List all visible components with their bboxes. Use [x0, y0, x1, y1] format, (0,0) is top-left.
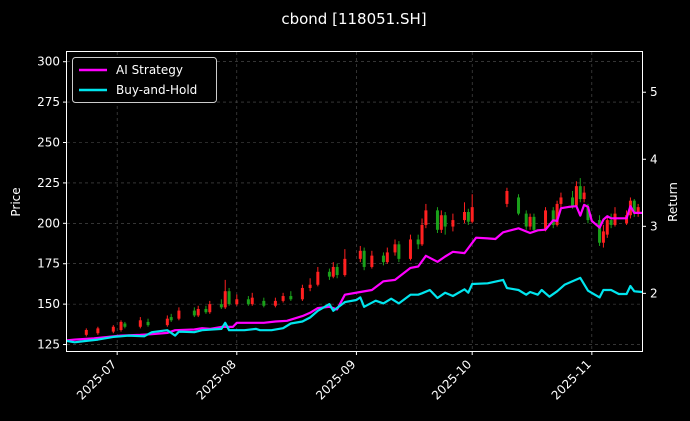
candle-body: [408, 239, 412, 259]
tick-label-left: 275: [37, 95, 60, 109]
y-axis-label-right: Return: [666, 182, 680, 222]
candle-body: [397, 244, 401, 259]
candle-body: [84, 329, 88, 335]
candle-body: [505, 190, 509, 204]
candle-body: [551, 210, 555, 225]
candle-body: [393, 244, 397, 253]
candle-body: [544, 210, 548, 230]
right-axis-ticks: 2 3 4 5: [642, 85, 658, 300]
candle-body: [571, 197, 575, 206]
candle-body: [273, 300, 277, 306]
candle-body: [204, 308, 208, 313]
y-axis-label-left: Price: [9, 187, 23, 216]
candle-body: [435, 210, 439, 230]
candle-body: [165, 318, 169, 326]
candle-body: [609, 220, 613, 225]
candle-body: [235, 299, 239, 305]
candle-body: [598, 220, 602, 243]
candle-body: [343, 258, 347, 276]
candle-body: [636, 207, 640, 214]
candle-body: [146, 321, 150, 326]
candle-body: [358, 250, 362, 259]
candle-body: [601, 231, 605, 243]
candle-body: [582, 192, 586, 200]
candle-body: [578, 186, 582, 200]
candle-body: [138, 320, 142, 327]
candle-body: [381, 255, 385, 263]
tick-label-left: 175: [37, 257, 60, 271]
candle-body: [605, 220, 609, 235]
series-line-buy-and-hold: [66, 276, 643, 344]
tick-label-left: 250: [37, 136, 60, 150]
candle-body: [223, 291, 227, 308]
tick-label-left: 125: [37, 338, 60, 352]
candle-body: [470, 207, 474, 222]
candle-body: [281, 296, 285, 301]
candle-body: [524, 213, 528, 227]
candle-body: [177, 310, 181, 319]
candle-body: [335, 266, 339, 276]
left-axis-ticks: 125 150 175 200 225 250 275 300: [37, 55, 67, 352]
candle-body: [262, 300, 266, 306]
candle-body: [250, 297, 254, 305]
candle-body: [289, 296, 293, 300]
tick-label-right: 4: [650, 152, 658, 166]
series-lines: [66, 203, 643, 344]
candle-body: [119, 321, 123, 330]
tick-label-right: 2: [650, 286, 658, 300]
candle-body: [331, 266, 335, 277]
chart-title: cbond [118051.SH]: [281, 10, 426, 28]
candle-body: [532, 216, 536, 230]
candle-body: [424, 210, 428, 225]
candle-body: [385, 252, 389, 263]
candle-body: [559, 197, 563, 204]
candle-body: [451, 220, 455, 227]
plot-frame: [66, 51, 643, 352]
candle-body: [219, 304, 223, 308]
candle-body: [169, 317, 173, 321]
candle-body: [462, 212, 466, 221]
candle-body: [227, 291, 231, 305]
legend-label-buy-and-hold: Buy-and-Hold: [116, 83, 197, 97]
candle-body: [466, 212, 470, 222]
legend-box: [72, 57, 217, 103]
tick-label-right: 5: [650, 85, 658, 99]
tick-label-left: 300: [37, 55, 60, 69]
candle-body: [123, 323, 127, 327]
tick-label-left: 150: [37, 297, 60, 311]
candle-body: [111, 326, 115, 332]
candle-body: [208, 304, 212, 313]
candle-body: [574, 186, 578, 206]
candle-body: [362, 250, 366, 267]
candle-body: [443, 215, 447, 227]
candle-body: [420, 224, 424, 245]
candle-body: [308, 284, 312, 288]
legend: AI Strategy Buy-and-Hold: [72, 57, 217, 103]
candle-body: [517, 197, 521, 214]
candle-body: [555, 203, 559, 225]
candle-body: [370, 255, 374, 267]
candlesticks: [84, 178, 640, 337]
candle-body: [632, 200, 636, 214]
candle-body: [192, 310, 196, 316]
candle-body: [327, 271, 331, 277]
candle-body: [416, 239, 420, 245]
candle-body: [528, 216, 532, 227]
tick-label-left: 200: [37, 216, 60, 230]
tick-label-left: 225: [37, 176, 60, 190]
candle-body: [586, 207, 590, 221]
candle-body: [196, 308, 200, 316]
candle-body: [246, 299, 250, 305]
legend-label-ai-strategy: AI Strategy: [116, 63, 183, 77]
candle-body: [300, 287, 304, 300]
candle-body: [439, 215, 443, 230]
candle-body: [96, 328, 100, 334]
tick-label-right: 3: [650, 219, 658, 233]
candle-body: [316, 271, 320, 285]
